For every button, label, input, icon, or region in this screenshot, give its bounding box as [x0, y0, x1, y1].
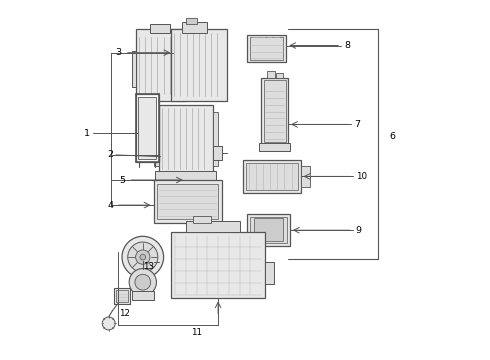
Bar: [276, 73, 283, 78]
Bar: [254, 218, 283, 241]
Circle shape: [128, 242, 158, 272]
Bar: [213, 112, 218, 166]
Bar: [264, 80, 286, 141]
Bar: [159, 105, 213, 173]
Text: 7: 7: [354, 120, 360, 129]
Bar: [172, 232, 265, 298]
Bar: [250, 37, 283, 59]
Bar: [243, 160, 300, 193]
Bar: [136, 30, 186, 101]
Bar: [247, 35, 286, 62]
Bar: [153, 180, 221, 223]
Polygon shape: [132, 51, 136, 87]
Text: 2: 2: [107, 150, 114, 159]
Bar: [150, 24, 170, 33]
Bar: [186, 221, 240, 232]
Text: 9: 9: [355, 226, 361, 235]
Bar: [132, 291, 153, 300]
Bar: [116, 290, 128, 302]
Bar: [186, 18, 196, 24]
Bar: [265, 262, 274, 284]
Bar: [247, 214, 290, 246]
Bar: [250, 217, 287, 243]
Bar: [136, 94, 159, 162]
Bar: [245, 163, 298, 190]
Bar: [267, 71, 275, 78]
Circle shape: [136, 250, 150, 264]
Bar: [300, 166, 310, 187]
Bar: [153, 112, 159, 166]
Circle shape: [102, 317, 115, 330]
Text: 1: 1: [84, 129, 90, 138]
Text: 11: 11: [191, 328, 202, 337]
Text: 12: 12: [120, 309, 130, 318]
Text: 8: 8: [344, 41, 350, 50]
Bar: [114, 288, 130, 304]
Bar: [182, 22, 207, 33]
Bar: [172, 30, 227, 101]
Text: 5: 5: [120, 176, 125, 185]
Text: 6: 6: [389, 132, 395, 141]
Text: 10: 10: [356, 172, 367, 181]
Bar: [261, 78, 288, 144]
Text: 13: 13: [144, 262, 154, 271]
Circle shape: [140, 254, 146, 260]
Circle shape: [135, 274, 151, 290]
Bar: [157, 184, 218, 220]
Circle shape: [122, 236, 164, 278]
Bar: [213, 146, 221, 160]
Bar: [139, 97, 156, 159]
Bar: [193, 216, 211, 223]
Bar: [259, 143, 290, 150]
Text: 3: 3: [116, 48, 122, 57]
Bar: [155, 171, 216, 182]
Circle shape: [129, 269, 156, 296]
Text: 4: 4: [107, 201, 114, 210]
